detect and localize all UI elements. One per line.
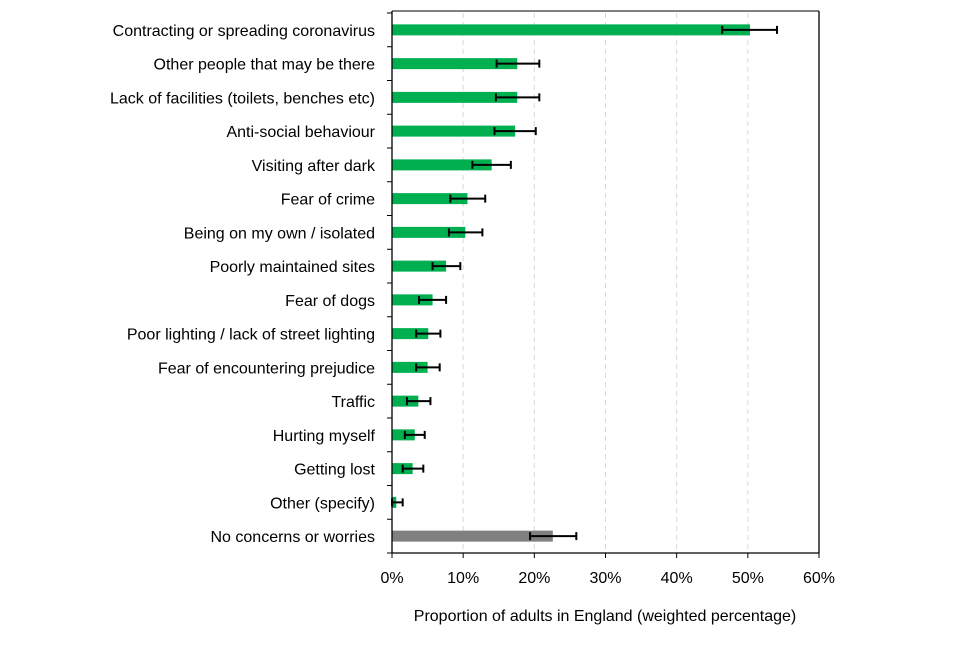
bar xyxy=(392,125,516,137)
x-tick-label: 0% xyxy=(380,570,403,587)
category-label: Fear of dogs xyxy=(285,293,375,310)
bar xyxy=(392,226,466,238)
bar xyxy=(392,24,750,36)
category-label: Poorly maintained sites xyxy=(210,259,375,276)
category-labels: Contracting or spreading coronavirus Othe… xyxy=(110,23,376,546)
x-tick-label: 50% xyxy=(732,570,764,587)
category-label: Other (specify) xyxy=(270,495,375,512)
x-tick-labels: 0% 10% 20% 30% 40% 50% 60% xyxy=(380,570,835,587)
category-label: Other people that may be there xyxy=(154,57,376,74)
axes xyxy=(387,10,820,558)
bar xyxy=(392,328,429,340)
category-label: Hurting myself xyxy=(273,428,376,445)
x-tick-label: 20% xyxy=(518,570,550,587)
bar xyxy=(392,58,518,70)
category-label: Lack of facilities (toilets, benches etc… xyxy=(110,90,375,107)
bar xyxy=(392,395,419,407)
x-tick-label: 40% xyxy=(661,570,693,587)
category-label: Contracting or spreading coronavirus xyxy=(113,23,375,40)
bar xyxy=(392,429,415,441)
bar xyxy=(392,361,428,373)
category-label: Poor lighting / lack of street lighting xyxy=(127,327,375,344)
bar xyxy=(392,91,518,103)
x-axis-label: Proportion of adults in England (weighte… xyxy=(414,608,796,625)
x-tick-label: 10% xyxy=(447,570,479,587)
category-label: Visiting after dark xyxy=(252,158,376,175)
category-label: Being on my own / isolated xyxy=(184,225,375,242)
category-label: No concerns or worries xyxy=(211,529,376,546)
category-label: Getting lost xyxy=(294,462,375,479)
bar xyxy=(392,294,433,306)
category-label: Traffic xyxy=(331,394,375,411)
x-tick-label: 30% xyxy=(589,570,621,587)
bar xyxy=(392,260,447,272)
category-label: Fear of crime xyxy=(281,192,375,209)
x-tick-label: 60% xyxy=(803,570,835,587)
category-label: Anti-social behaviour xyxy=(226,124,375,141)
bar xyxy=(392,530,553,542)
bars xyxy=(392,24,750,542)
category-label: Fear of encountering prejudice xyxy=(158,360,375,377)
bar xyxy=(392,159,492,171)
gridlines xyxy=(462,13,749,553)
bar xyxy=(392,193,468,205)
error-bars xyxy=(391,25,779,541)
